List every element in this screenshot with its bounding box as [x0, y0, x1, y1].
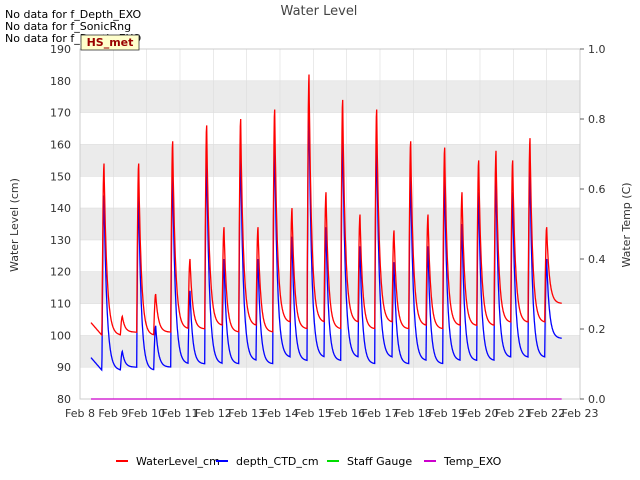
y-tick-label-11: 190	[50, 43, 71, 56]
y-tick-label-7: 150	[50, 170, 71, 183]
x-tick-label-2: Feb 10	[128, 407, 165, 420]
x-tick-label-15: Feb 23	[562, 407, 599, 420]
legend-label-3: Temp_EXO	[443, 455, 502, 468]
band-150	[80, 144, 580, 177]
y-tick-label-5: 130	[50, 234, 71, 247]
y2-tick-label-3: 0.6	[588, 183, 606, 196]
band-130	[80, 208, 580, 240]
y-tick-label-6: 140	[50, 202, 71, 215]
y-tick-label-1: 90	[57, 361, 71, 374]
x-tick-label-0: Feb 8	[65, 407, 95, 420]
annotation-text: HS_met	[87, 36, 134, 49]
x-tick-label-11: Feb 19	[428, 407, 465, 420]
band-170	[80, 80, 580, 113]
no-data-message-1: No data for f_Depth_EXO	[5, 8, 142, 21]
annotation-box	[80, 34, 140, 51]
band-90	[80, 335, 580, 368]
chart-title: Water Level	[281, 4, 358, 19]
y2-axis-label: Water Temp (C)	[620, 182, 633, 267]
y-axis-label: Water Level (cm)	[8, 178, 21, 272]
y-axis-right: 0.0 0.2 0.4 0.6 0.8 1.0	[580, 43, 606, 406]
series-water-level-line	[90, 74, 562, 337]
legend-label-1: depth_CTD_cm	[236, 455, 319, 468]
x-tick-label-10: Feb 18	[395, 407, 432, 420]
series-layer	[90, 74, 562, 400]
x-tick-label-1: Feb 9	[98, 407, 128, 420]
x-tick-label-9: Feb 17	[362, 407, 399, 420]
y-axis-left: 80 90 100 110 120 130 140 150 160 170 180 190	[50, 43, 71, 406]
legend-label-2: Staff Gauge	[347, 455, 412, 468]
y2-tick-label-5: 1.0	[588, 43, 606, 56]
x-tick-label-7: Feb 15	[295, 407, 332, 420]
x-tick-label-8: Feb 16	[328, 407, 365, 420]
legend: WaterLevel_cm depth_CTD_cm Staff Gauge Temp…	[116, 455, 502, 468]
y2-tick-label-1: 0.2	[588, 323, 606, 336]
x-tick-label-13: Feb 21	[495, 407, 532, 420]
y2-tick-label-0: 0.0	[588, 393, 606, 406]
y2-tick-label-4: 0.8	[588, 113, 606, 126]
y-tick-label-4: 120	[50, 266, 71, 279]
y-tick-label-2: 100	[50, 329, 71, 342]
x-tick-label-12: Feb 20	[462, 407, 499, 420]
y-tick-label-3: 110	[50, 298, 71, 311]
x-tick-label-5: Feb 13	[228, 407, 265, 420]
y-tick-label-8: 160	[50, 138, 71, 151]
y-tick-label-9: 170	[50, 107, 71, 120]
annotation-badge: HS_met	[80, 34, 140, 51]
legend-label-0: WaterLevel_cm	[136, 455, 220, 468]
x-tick-label-14: Feb 22	[528, 407, 565, 420]
y2-tick-label-2: 0.4	[588, 253, 606, 266]
y-tick-label-10: 180	[50, 75, 71, 88]
x-tick-label-4: Feb 12	[195, 407, 232, 420]
series-depth-ctd-line	[90, 106, 562, 372]
no-data-message-2: No data for f_SonicRng	[5, 20, 132, 33]
y-tick-label-0: 80	[57, 393, 71, 406]
x-tick-label-6: Feb 14	[262, 407, 299, 420]
x-tick-label-3: Feb 11	[162, 407, 199, 420]
